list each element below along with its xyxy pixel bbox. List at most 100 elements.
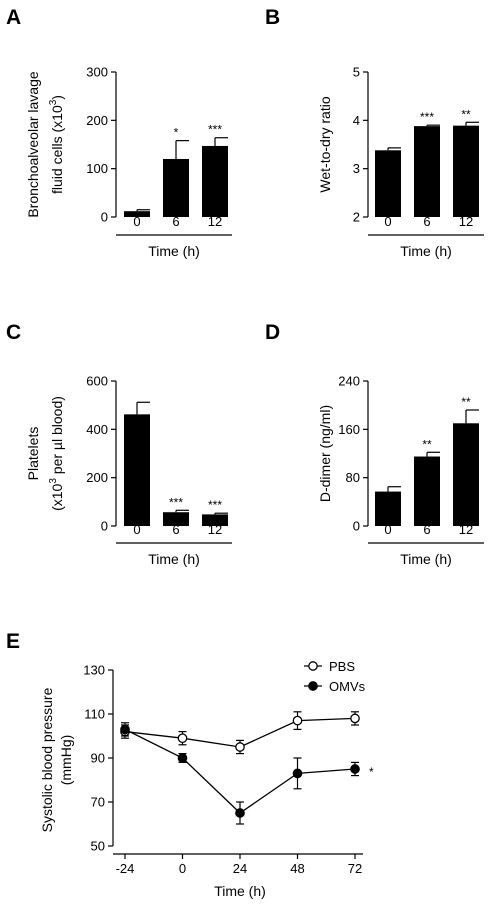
x-axis-label: Time (h): [214, 883, 266, 899]
x-tick-label: 6: [172, 522, 179, 537]
x-tick-label: 0: [179, 861, 186, 876]
y-tick-label: 80: [346, 470, 360, 485]
bar: [163, 159, 189, 217]
y-tick-label: 70: [91, 795, 105, 810]
y-tick-label: 130: [83, 663, 105, 678]
y-tick-label: 600: [86, 374, 108, 389]
significance-marker: **: [461, 107, 471, 121]
data-point-pbs: [235, 742, 245, 752]
panel-letter: C: [6, 321, 21, 344]
legend-marker-pbs: [308, 661, 318, 671]
significance-marker: ***: [420, 110, 434, 124]
data-point-pbs: [350, 713, 360, 724]
data-point-omvs: [120, 724, 130, 735]
bar: [202, 145, 228, 217]
bar: [202, 514, 228, 526]
x-tick-label: 6: [172, 214, 179, 229]
significance-marker: *: [369, 765, 374, 779]
data-point-omvs: [177, 753, 188, 763]
panel-letter: A: [6, 6, 21, 29]
y-axis-label: Wet-to-dry ratio: [317, 96, 333, 192]
data-point-pbs: [177, 733, 188, 744]
data-point-omvs: [292, 768, 303, 779]
x-tick-label: 24: [233, 861, 247, 876]
bar: [453, 423, 479, 526]
y-tick-label: 0: [101, 519, 108, 534]
x-tick-label: 12: [208, 214, 222, 229]
x-tick-label: 72: [348, 861, 362, 876]
y-tick-label: 100: [86, 161, 108, 176]
y-tick-label: 4: [353, 113, 360, 128]
y-tick-label: 160: [338, 422, 360, 437]
bar: [163, 512, 189, 526]
y-tick-label: 50: [91, 839, 105, 854]
legend-label-pbs: PBS: [329, 659, 355, 674]
panel-letter: B: [265, 6, 280, 29]
y-tick-label: 200: [86, 113, 108, 128]
significance-marker: ***: [208, 123, 222, 137]
panel-c: C 0 200 400 600 0 *** 6 *** 12 Time (h) Platelets (x…: [6, 321, 232, 567]
panel-e: E 50 70 90 110 130 -24 0 24 48 72 Time (h) * PBS OMVs S…: [6, 630, 374, 899]
y-tick-label: 300: [86, 65, 108, 80]
x-axis-label: Time (h): [400, 551, 452, 567]
x-tick-label: 48: [290, 861, 304, 876]
panel-b: B 2 3 4 5 0 *** 6 ** 12 Time (h) Wet-to-dry ratio: [265, 6, 484, 259]
y-axis-label: Platelets: [25, 427, 41, 481]
y-tick-label: 5: [353, 65, 360, 80]
y-tick-label: 110: [84, 707, 105, 722]
significance-marker: *: [174, 126, 179, 140]
data-point-pbs: [292, 715, 303, 726]
significance-marker: **: [461, 395, 471, 409]
y-tick-label: 200: [86, 470, 108, 485]
y-axis-label: fluid cells (x103): [48, 95, 65, 194]
y-tick-label: 90: [91, 751, 105, 766]
x-tick-label: 6: [423, 522, 430, 537]
bar: [375, 491, 401, 526]
significance-marker: **: [422, 437, 432, 451]
y-tick-label: 0: [353, 519, 360, 534]
legend-label-omvs: OMVs: [329, 679, 366, 694]
x-tick-label: 12: [459, 214, 473, 229]
x-tick-label: 12: [459, 522, 473, 537]
bar: [453, 125, 479, 217]
bar: [414, 456, 440, 526]
x-tick-label: 12: [208, 522, 222, 537]
significance-marker: ***: [208, 498, 222, 512]
x-tick-label: 6: [423, 214, 430, 229]
x-tick-label: 0: [133, 522, 140, 537]
panel-a: A 0 100 200 300 0 * 6 *** 12 Time (h) Bronchoalveol…: [6, 6, 232, 259]
y-axis-label-superscript: 3: [48, 99, 59, 105]
x-tick-label: 0: [384, 214, 391, 229]
y-tick-label: 3: [353, 161, 360, 176]
legend-marker-omvs: [308, 681, 318, 691]
significance-marker: ***: [169, 495, 183, 509]
y-axis-label: Bronchoalveolar lavage: [25, 71, 41, 218]
y-axis-label-part: per µl blood): [49, 396, 65, 478]
y-axis-label-superscript: 3: [48, 478, 59, 484]
x-axis-label: Time (h): [148, 551, 200, 567]
data-point-omvs: [235, 808, 245, 818]
data-point-omvs: [350, 764, 360, 774]
y-axis-label: (x103 per µl blood): [48, 396, 65, 511]
x-tick-label: 0: [384, 522, 391, 537]
bar: [124, 414, 150, 526]
y-axis-label-part: ): [49, 95, 65, 100]
x-axis-label: Time (h): [148, 243, 200, 259]
x-axis-label: Time (h): [400, 243, 452, 259]
y-tick-label: 400: [86, 422, 108, 437]
bar: [124, 211, 150, 217]
y-axis-label: Systolic blood pressure: [39, 687, 55, 832]
y-axis-label: D-dimer (ng/ml): [317, 405, 333, 502]
y-axis-label: (mmHg): [58, 735, 74, 786]
panel-d: D 0 80 160 240 0 ** 6 ** 12 Time (h) D-dimer (ng/ml…: [265, 321, 484, 567]
y-axis-label-part: (x10: [49, 483, 65, 510]
x-tick-label: 0: [133, 214, 140, 229]
panel-letter: D: [265, 321, 280, 344]
bar: [375, 150, 401, 217]
y-axis-label-part: fluid cells (x10: [49, 105, 65, 194]
panel-letter: E: [6, 630, 20, 653]
x-tick-label: -24: [116, 861, 135, 876]
y-tick-label: 2: [353, 210, 360, 225]
